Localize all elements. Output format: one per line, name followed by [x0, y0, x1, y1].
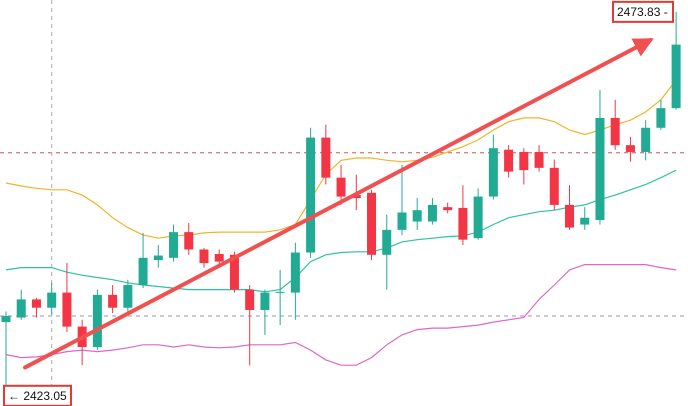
candle-body [534, 151, 544, 168]
candle-body [123, 285, 133, 308]
candle-body [504, 149, 514, 172]
candle-body [488, 148, 498, 197]
candle-body [306, 137, 316, 253]
candle-body [31, 299, 41, 308]
candle-body [671, 44, 681, 109]
candle-body [199, 249, 209, 264]
candle-body [290, 252, 300, 293]
candle-body [336, 177, 346, 197]
candle-body [184, 232, 194, 250]
indicator-line [5, 169, 677, 293]
candle-body [549, 167, 559, 205]
candle-body [169, 232, 179, 258]
candle-body [16, 299, 26, 318]
candle-body [656, 108, 666, 128]
candle-body [351, 195, 361, 199]
trend-arrow [23, 38, 654, 370]
candle-body [610, 117, 620, 146]
indicator-line [5, 79, 677, 239]
candle-body [62, 292, 72, 327]
candle-body [641, 127, 651, 152]
candle-body [427, 204, 437, 222]
candle-body [138, 257, 148, 286]
candle-body [321, 137, 331, 178]
candle-body [473, 196, 483, 239]
candle-body [92, 294, 102, 348]
candle-body [1, 316, 11, 323]
candle-body [519, 151, 529, 171]
candle-body [412, 210, 422, 222]
candle-body [260, 292, 270, 310]
candle-body [153, 255, 163, 261]
price-label: ← 2423.05 [8, 389, 67, 403]
candle-body [108, 294, 118, 308]
candle-body [397, 212, 407, 230]
candle-body [367, 192, 377, 255]
candle-body [595, 117, 605, 221]
candle-body [275, 291, 285, 293]
candle-body [565, 204, 575, 228]
price-label-box [612, 0, 674, 23]
candle-body [382, 229, 392, 255]
candle-body [458, 207, 468, 240]
candle-body [443, 207, 453, 211]
candle-body [229, 254, 239, 290]
indicator-line [5, 264, 677, 366]
candle-body [214, 254, 224, 262]
price-label: 2473.83 - [617, 5, 668, 19]
candle-body [625, 145, 635, 152]
candle-body [47, 292, 57, 308]
candle-body [580, 217, 590, 225]
candle-body [245, 289, 255, 310]
